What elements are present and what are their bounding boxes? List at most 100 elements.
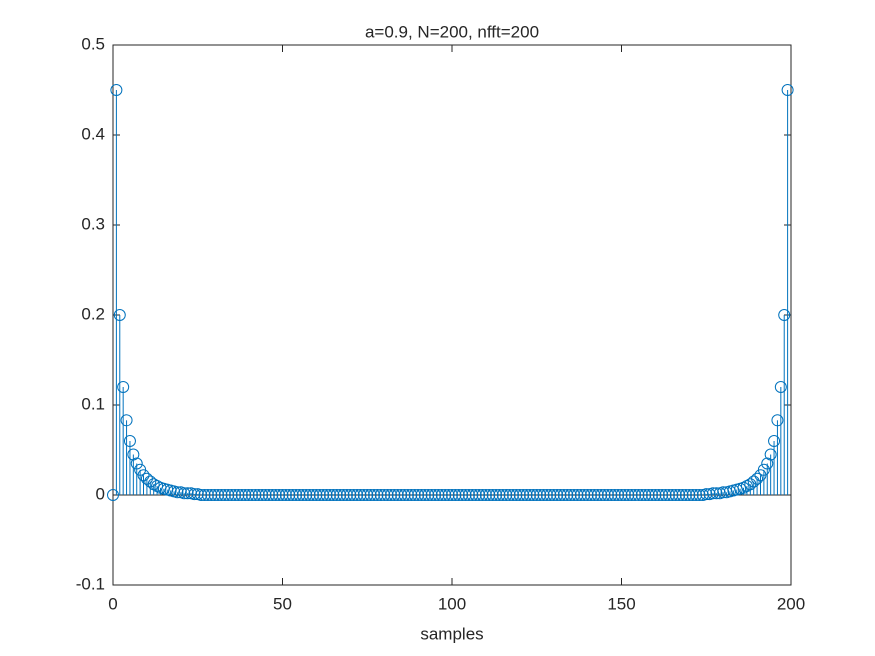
stem-marker <box>588 489 601 501</box>
stem-marker <box>422 489 435 501</box>
stem-marker <box>591 489 604 501</box>
stem-marker <box>768 435 781 447</box>
stem-marker <box>225 489 238 501</box>
stem-marker <box>662 489 675 501</box>
stem-marker <box>520 489 533 501</box>
x-tick-label: 0 <box>108 594 117 613</box>
stem-marker <box>188 488 201 501</box>
stem-marker <box>208 489 221 501</box>
stem-marker <box>317 489 330 501</box>
stem-marker <box>632 489 645 501</box>
stem-marker <box>774 381 787 393</box>
stem-marker <box>693 489 706 501</box>
stem-marker <box>452 489 465 501</box>
chart-title: a=0.9, N=200, nfft=200 <box>365 22 539 41</box>
stem-marker <box>547 489 560 501</box>
x-axis-label: samples <box>420 624 483 643</box>
stem-marker <box>232 489 245 501</box>
y-tick-label: -0.1 <box>76 574 105 593</box>
stem-marker <box>642 489 655 501</box>
stem-marker <box>507 489 520 501</box>
stem-marker <box>513 489 526 501</box>
stem-marker <box>584 489 597 501</box>
stem-marker <box>564 489 577 501</box>
stem-marker <box>544 489 557 501</box>
stem-marker <box>391 489 404 501</box>
stem-marker <box>486 489 499 501</box>
y-tick-label: 0.5 <box>81 34 105 53</box>
stem-marker <box>659 489 672 501</box>
stem-marker <box>439 489 452 501</box>
stem-marker <box>215 489 228 501</box>
stem-marker <box>408 489 421 501</box>
stem-marker <box>700 488 713 501</box>
stem-marker <box>276 489 289 501</box>
stem-marker <box>307 489 320 501</box>
stem-marker <box>432 489 445 501</box>
stem-marker <box>608 489 621 501</box>
stem-marker <box>601 489 614 501</box>
stem-marker <box>778 309 791 321</box>
y-tick-label: 0.4 <box>81 124 105 143</box>
stem-marker <box>764 448 777 461</box>
stem-marker <box>479 489 492 501</box>
plot-area <box>112 44 792 586</box>
stem-marker <box>415 489 428 501</box>
stem-marker <box>130 457 143 470</box>
stem-marker <box>388 489 401 501</box>
stem-marker <box>683 489 696 501</box>
stem-marker <box>490 489 503 501</box>
stem-marker <box>771 414 784 427</box>
stem-marker <box>557 489 570 501</box>
stem-marker <box>669 489 682 501</box>
stem-marker <box>561 489 574 501</box>
stem-marker <box>673 489 686 501</box>
stem-marker <box>310 489 323 501</box>
stem-marker <box>384 489 397 501</box>
stem-marker <box>137 469 150 482</box>
stem-marker <box>293 489 306 501</box>
stem-marker <box>340 489 353 501</box>
stem-marker <box>378 489 391 501</box>
stem-marker <box>120 414 133 427</box>
stem-marker <box>113 309 126 321</box>
stem-marker <box>761 457 774 470</box>
stem-marker <box>554 489 567 501</box>
stem-marker <box>578 489 591 501</box>
stem-marker <box>537 489 550 501</box>
stem-marker <box>374 489 387 501</box>
stem-marker <box>747 475 760 488</box>
stem-marker <box>286 489 299 501</box>
stem-marker <box>690 489 703 501</box>
stem-marker <box>296 489 309 501</box>
stem-marker <box>334 489 347 501</box>
stem-marker <box>629 489 642 501</box>
stem-marker <box>195 489 208 501</box>
stem-marker <box>449 489 462 501</box>
stem-marker <box>262 489 275 501</box>
stem-marker <box>483 489 496 501</box>
stem-marker <box>649 489 662 501</box>
stem-marker <box>574 489 587 501</box>
stem-marker <box>510 489 523 501</box>
stem-marker <box>781 84 794 96</box>
stem-marker <box>442 489 455 501</box>
stem-marker <box>201 489 214 501</box>
stem-marker <box>517 489 530 501</box>
stem-marker <box>198 489 211 501</box>
stem-marker <box>229 489 242 501</box>
stem-marker <box>222 489 235 501</box>
stem-marker <box>598 489 611 501</box>
stem-marker <box>534 489 547 501</box>
stem-marker <box>364 489 377 501</box>
stem-marker <box>351 489 364 501</box>
stem-marker <box>568 489 581 501</box>
stem-marker <box>178 487 191 500</box>
stem-marker <box>646 489 659 501</box>
x-tick-label: 150 <box>607 594 635 613</box>
stem-marker <box>459 489 472 501</box>
stem-marker <box>717 486 730 499</box>
stem-marker <box>635 489 648 501</box>
